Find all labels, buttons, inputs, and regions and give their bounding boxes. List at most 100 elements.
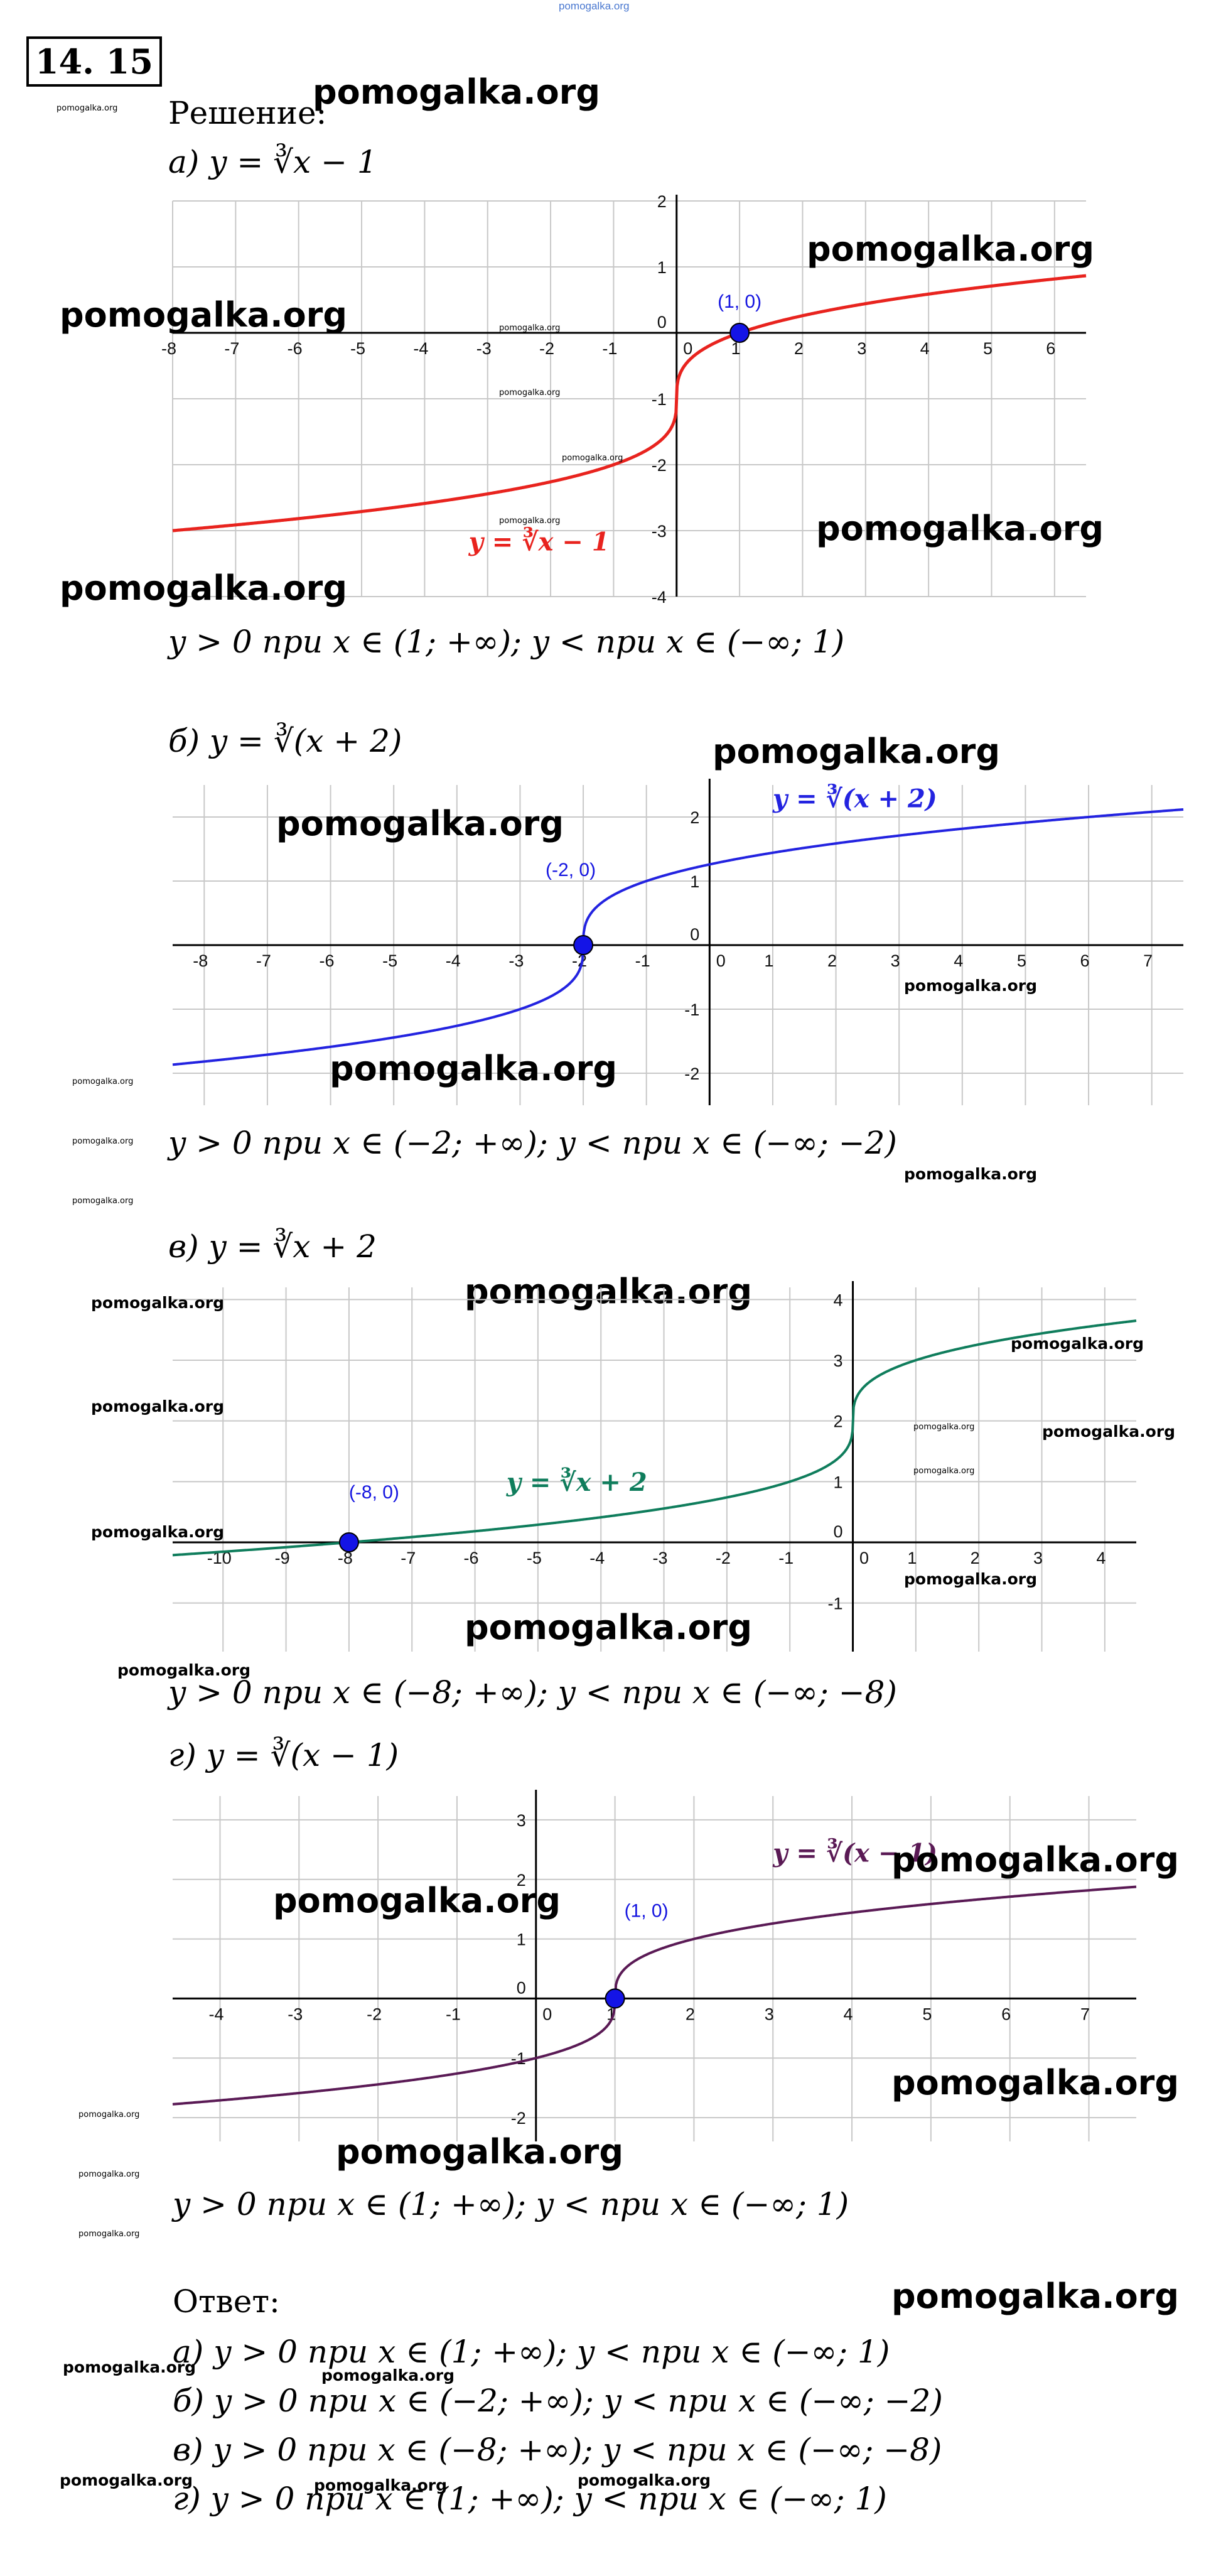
answer-d: г) y > 0 при x ∈ (1; +∞); y < при x ∈ (−… <box>173 2481 887 2517</box>
y-tick-label: -1 <box>511 2049 526 2068</box>
watermark: pomogalka.org <box>713 732 1000 771</box>
x-tick-label: -3 <box>288 2005 303 2023</box>
solution-label: Решение: <box>168 95 327 131</box>
y-tick-label: 0 <box>517 1978 526 1997</box>
y-tick-label: -2 <box>684 1064 699 1083</box>
point-label: (1, 0) <box>718 291 761 312</box>
watermark: pomogalka.org <box>56 104 118 113</box>
curve-label: y = ∛(x − 1) <box>772 1837 937 1868</box>
point-label: (-2, 0) <box>546 860 596 880</box>
watermark: pomogalka.org <box>78 2229 140 2239</box>
intersection-point <box>338 1532 359 1552</box>
watermark: pomogalka.org <box>904 1165 1038 1183</box>
point-label: (1, 0) <box>625 1900 669 1921</box>
watermark: pomogalka.org <box>78 2170 140 2179</box>
problem-number: 14. 15 <box>26 36 162 87</box>
watermark: pomogalka.org <box>578 2471 711 2489</box>
x-tick-label: -9 <box>275 1549 290 1567</box>
watermark: pomogalka.org <box>913 1422 975 1432</box>
y-tick-label: 3 <box>833 1351 842 1370</box>
function-curve <box>172 808 1184 1066</box>
part-c-result: y > 0 при x ∈ (−8; +∞); y < при x ∈ (−∞;… <box>168 1674 897 1711</box>
watermark: pomogalka.org <box>891 1840 1179 1880</box>
function-curve <box>172 1319 1137 1557</box>
x-tick-label: -2 <box>716 1549 731 1567</box>
watermark: pomogalka.org <box>273 1881 561 1920</box>
watermark: pomogalka.org <box>499 388 561 398</box>
x-tick-label: 0 <box>716 951 726 970</box>
x-tick-label: 0 <box>683 339 692 358</box>
watermark: pomogalka.org <box>78 2110 140 2119</box>
x-tick-label: -3 <box>653 1549 668 1567</box>
x-tick-label: -8 <box>193 951 208 970</box>
x-tick-label: 5 <box>1017 951 1026 970</box>
x-tick-label: 1 <box>764 951 773 970</box>
watermark: pomogalka.org <box>63 2358 196 2376</box>
watermark: pomogalka.org <box>1011 1334 1144 1353</box>
x-tick-label: -3 <box>508 951 524 970</box>
watermark: pomogalka.org <box>313 72 600 112</box>
x-tick-label: -7 <box>224 339 239 358</box>
watermark: pomogalka.org <box>891 2276 1179 2316</box>
x-tick-label: 2 <box>827 951 837 970</box>
watermark: pomogalka.org <box>72 1137 134 1146</box>
x-tick-label: 2 <box>971 1549 980 1567</box>
x-tick-label: 3 <box>891 951 900 970</box>
x-tick-label: -2 <box>539 339 554 358</box>
x-tick-label: -4 <box>208 2005 223 2023</box>
curve-label: y = ∛x + 2 <box>506 1467 647 1497</box>
x-tick-label: 0 <box>542 2005 552 2023</box>
x-tick-label: -6 <box>288 339 303 358</box>
x-tick-label: 4 <box>954 951 963 970</box>
watermark: pomogalka.org <box>904 977 1038 995</box>
x-tick-label: -1 <box>446 2005 461 2023</box>
y-tick-label: 2 <box>833 1412 842 1431</box>
watermark: pomogalka.org <box>321 2366 455 2384</box>
watermark: pomogalka.org <box>276 804 564 843</box>
x-tick-label: -5 <box>527 1549 542 1567</box>
curve-label: y = ∛x − 1 <box>468 527 610 557</box>
watermark: pomogalka.org <box>891 2063 1179 2102</box>
x-tick-label: 5 <box>922 2005 932 2023</box>
intersection-point <box>605 1988 625 2009</box>
x-tick-label: -4 <box>446 951 461 970</box>
x-tick-label: 2 <box>686 2005 695 2023</box>
function-curve <box>172 1885 1137 2106</box>
watermark: pomogalka.org <box>72 1196 134 1206</box>
x-tick-label: -1 <box>602 339 617 358</box>
x-tick-label: -1 <box>635 951 650 970</box>
x-tick-label: 2 <box>794 339 804 358</box>
x-tick-label: -7 <box>256 951 271 970</box>
x-tick-label: 7 <box>1143 951 1153 970</box>
watermark: pomogalka.org <box>904 1570 1038 1588</box>
point-label: (-8, 0) <box>349 1482 399 1503</box>
x-tick-label: -5 <box>350 339 365 358</box>
y-tick-label: 1 <box>517 1930 526 1949</box>
chart-a: -8 -7 -6 -5 -4 -3 -2 -1 0 1 2 3 4 5 6 -4 -3 -2 -1 0 1 2 (1, 0)… <box>161 192 1087 607</box>
x-tick-label: 1 <box>907 1549 917 1567</box>
answer-label: Ответ: <box>173 2283 280 2320</box>
watermark: pomogalka.org <box>807 229 1094 269</box>
watermark: pomogalka.org <box>60 295 347 335</box>
watermark: pomogalka.org <box>60 2471 193 2489</box>
x-tick-label: -7 <box>401 1549 416 1567</box>
y-tick-label: -2 <box>652 456 667 475</box>
y-tick-label: 1 <box>657 258 667 277</box>
part-a-header: а) y = ∛x − 1 <box>168 144 377 180</box>
watermark: pomogalka.org <box>913 1466 975 1476</box>
y-tick-label: -3 <box>652 522 667 541</box>
y-tick-label: 0 <box>657 313 667 332</box>
watermark: pomogalka.org <box>465 1608 752 1647</box>
x-tick-label: 6 <box>1080 951 1090 970</box>
x-tick-label: -4 <box>589 1549 605 1567</box>
x-tick-label: -3 <box>476 339 492 358</box>
site-watermark-top: pomogalka.org <box>559 0 630 12</box>
intersection-point <box>729 323 750 343</box>
x-tick-label: -2 <box>367 2005 382 2023</box>
y-tick-label: 4 <box>833 1291 842 1309</box>
watermark: pomogalka.org <box>91 1294 225 1312</box>
x-tick-label: 7 <box>1080 2005 1090 2023</box>
